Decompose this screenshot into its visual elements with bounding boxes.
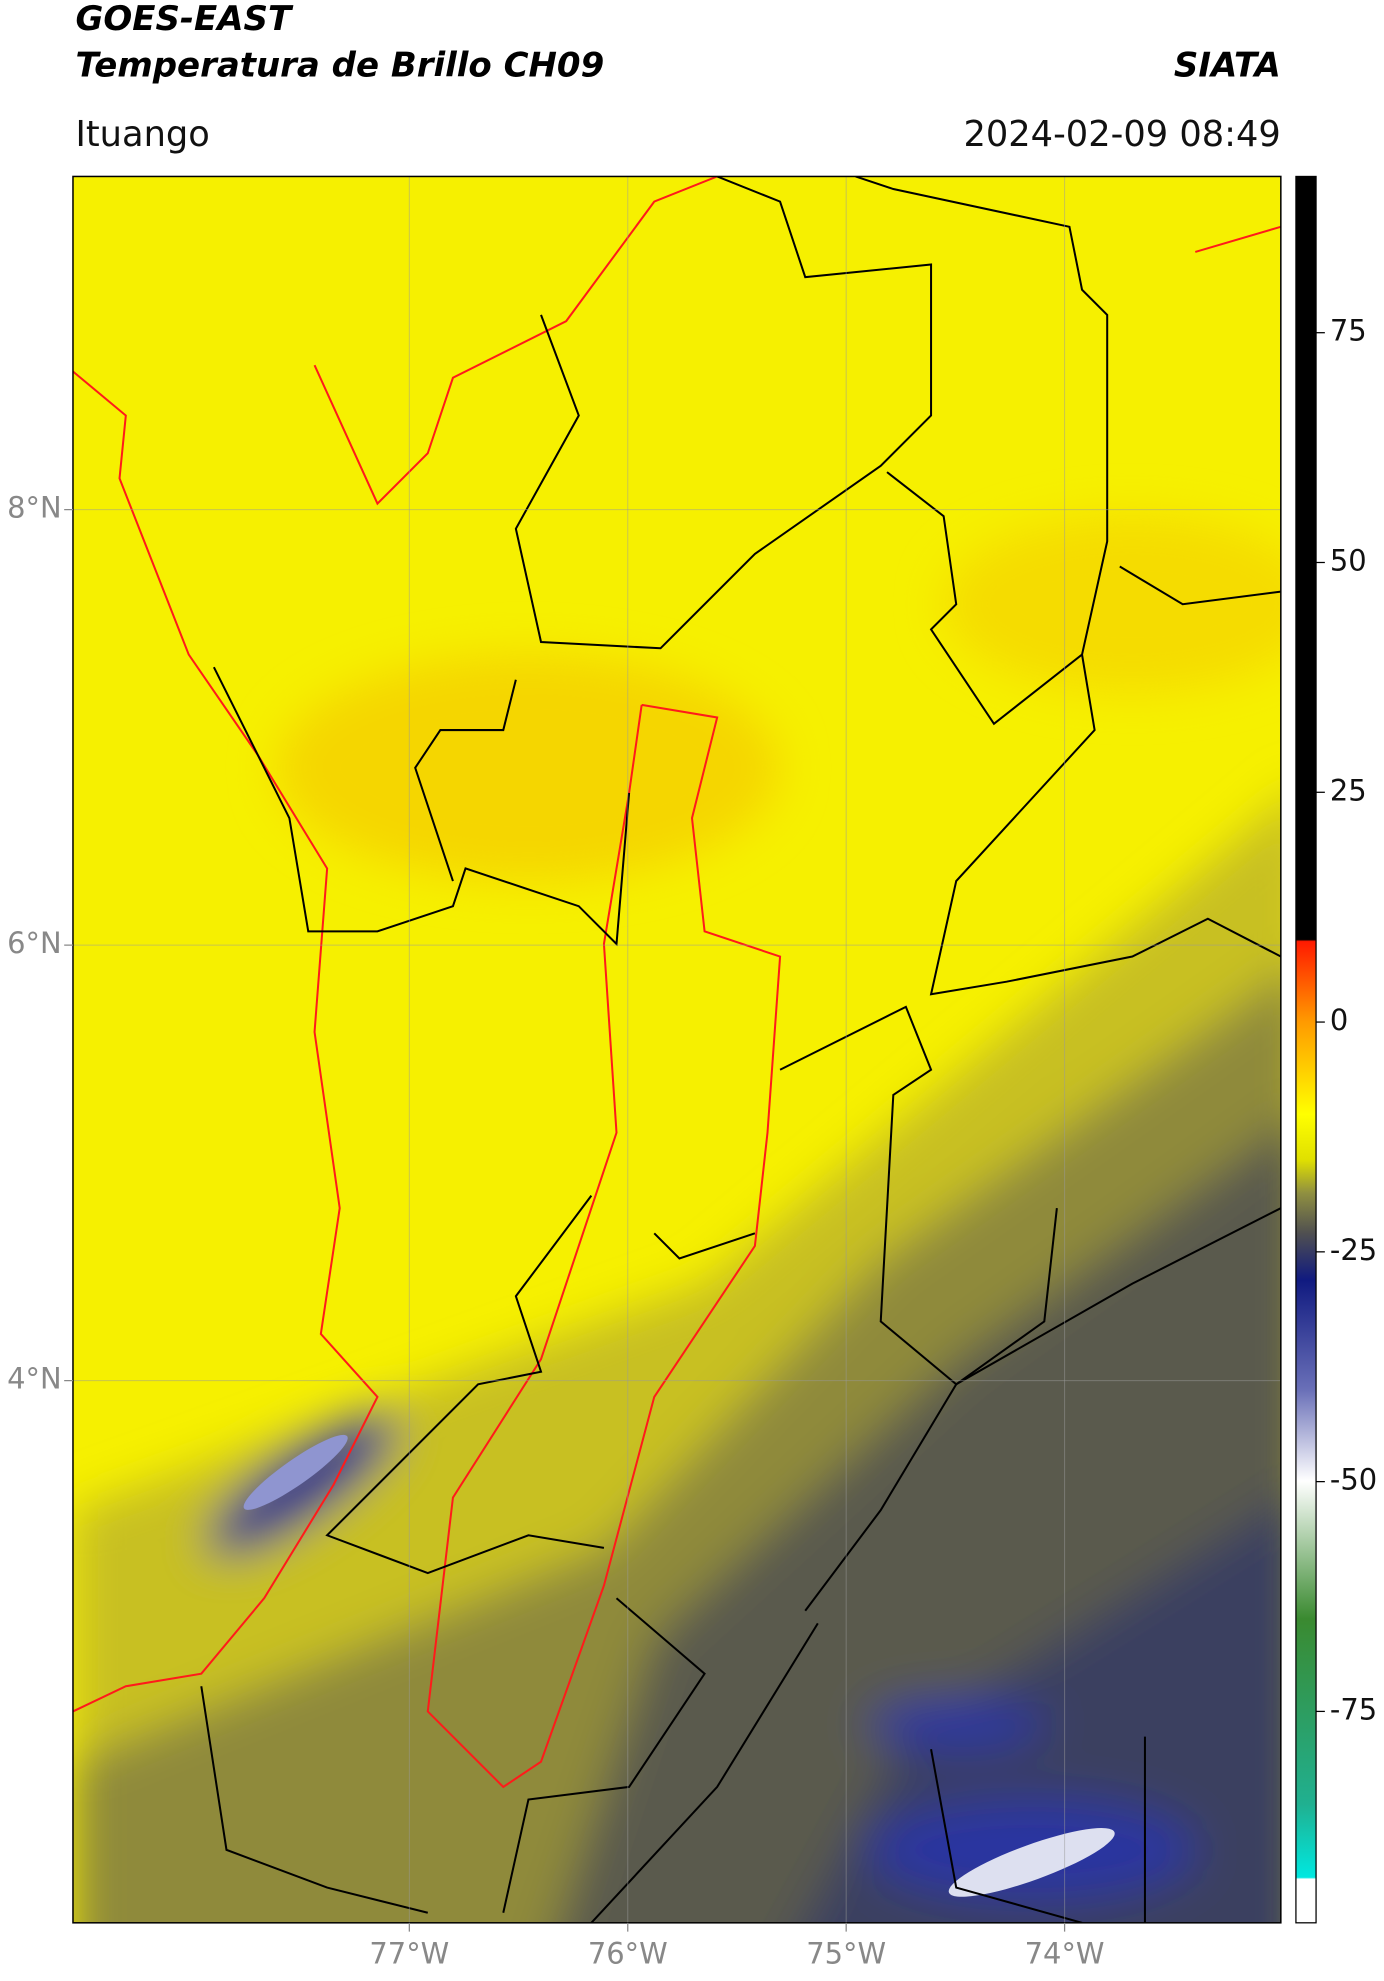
colorbar-tick-label: 25 <box>1330 773 1367 807</box>
colorbar-tick-label: 50 <box>1330 543 1367 577</box>
y-tick-label: 6°N <box>7 926 62 960</box>
colorbar-tick-label: 75 <box>1330 314 1367 348</box>
timestamp: 2024-02-09 08:49 <box>963 114 1280 155</box>
subtitle: Temperatura de Brillo CH09 <box>75 45 604 85</box>
x-tick-label: 77°W <box>369 1937 449 1971</box>
title: GOES-EAST <box>75 0 293 39</box>
x-tick-label: 76°W <box>588 1937 668 1971</box>
colorbar-tick-label: -75 <box>1330 1692 1377 1726</box>
map-image <box>72 176 1281 1923</box>
source: SIATA <box>1174 45 1281 85</box>
map-frame <box>72 175 1282 1924</box>
colorbar <box>1295 175 1317 1924</box>
y-tick-label: 4°N <box>7 1362 62 1396</box>
colorbar-tick-label: -50 <box>1330 1463 1377 1497</box>
y-tick-label: 8°N <box>7 491 62 525</box>
colorbar-tick-label: -25 <box>1330 1233 1377 1267</box>
grid <box>72 176 1281 1923</box>
region: Ituango <box>75 114 209 155</box>
x-tick-label: 75°W <box>806 1937 886 1971</box>
x-tick-label: 74°W <box>1025 1937 1105 1971</box>
colorbar-tick-label: 0 <box>1330 1003 1348 1037</box>
